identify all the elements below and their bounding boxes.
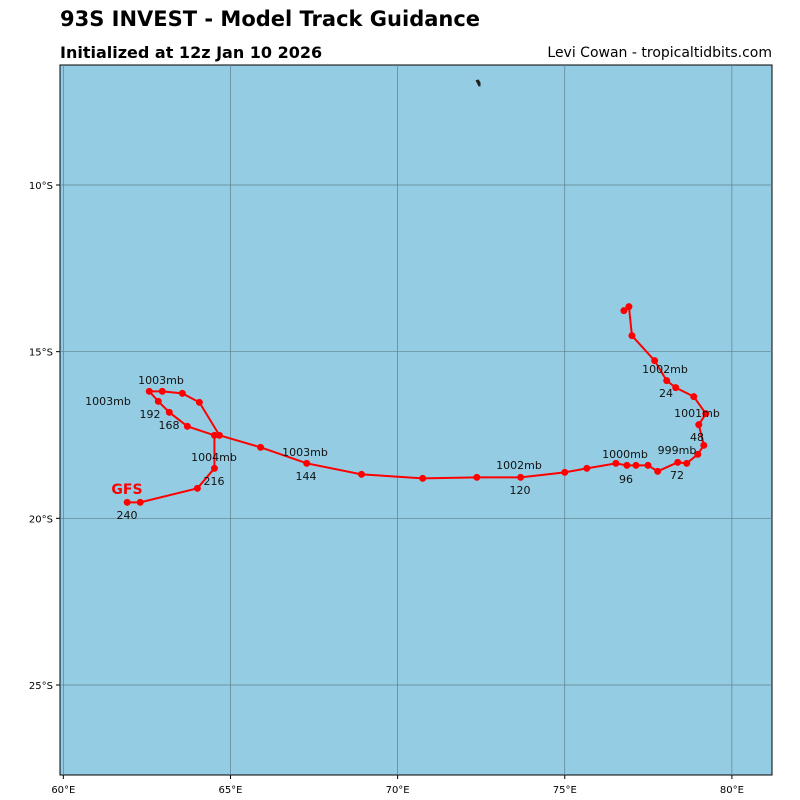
- pressure-label: 1004mb: [191, 451, 237, 464]
- hour-label: 120: [510, 484, 531, 497]
- gridlines: [60, 65, 772, 775]
- track-point: [672, 384, 680, 392]
- track-point: [623, 461, 631, 469]
- track-point: [694, 450, 702, 458]
- pressure-label: 1003mb: [138, 374, 184, 387]
- hour-label: 168: [159, 419, 180, 432]
- track-point: [303, 459, 311, 467]
- pressure-label: 1002mb: [642, 363, 688, 376]
- track-point: [683, 459, 691, 467]
- pressure-label: 1001mb: [674, 407, 720, 420]
- hour-label: 24: [659, 387, 673, 400]
- x-tick-label: 80°E: [720, 785, 744, 796]
- track-point: [620, 307, 628, 315]
- hour-label: 192: [140, 408, 161, 421]
- track-point: [644, 461, 652, 469]
- gfs-track: [123, 303, 710, 506]
- track-point: [154, 397, 162, 405]
- track-point: [651, 357, 659, 365]
- track-point: [178, 389, 186, 397]
- track-point: [700, 441, 708, 449]
- track-point: [183, 422, 191, 430]
- axis-ticks: 60°E 65°E 70°E 75°E 80°E 10°S 15°S 20°S 25°S: [29, 181, 744, 796]
- x-tick-label: 75°E: [553, 785, 577, 796]
- track-point: [625, 303, 633, 311]
- hour-label: 216: [204, 475, 225, 488]
- track-point: [663, 377, 671, 385]
- hour-label: 144: [296, 470, 317, 483]
- track-point: [210, 464, 218, 472]
- track-point: [210, 431, 218, 439]
- pressure-label: 1000mb: [602, 448, 648, 461]
- track-point: [123, 498, 131, 506]
- pressure-label: 999mb: [658, 444, 697, 457]
- track-point: [257, 443, 265, 451]
- track-labels: 1002mb 24 1001mb 48 999mb 72 1000mb 96 1…: [85, 363, 720, 522]
- track-point: [628, 332, 636, 340]
- track-point: [612, 459, 620, 467]
- y-tick-label: 20°S: [29, 514, 53, 525]
- x-tick-label: 60°E: [51, 785, 75, 796]
- track-point: [195, 398, 203, 406]
- track-point: [419, 474, 427, 482]
- y-tick-label: 15°S: [29, 348, 53, 359]
- track-point: [158, 387, 166, 395]
- x-tick-label: 70°E: [386, 785, 410, 796]
- track-point: [193, 484, 201, 492]
- init-time: Initialized at 12z Jan 10 2026: [60, 43, 323, 62]
- track-point: [145, 387, 153, 395]
- track-point: [215, 431, 223, 439]
- track-point: [358, 470, 366, 478]
- island-landmass: [475, 79, 481, 87]
- x-tick-label: 65°E: [218, 785, 242, 796]
- track-point: [632, 461, 640, 469]
- track-point: [583, 464, 591, 472]
- track-point: [695, 421, 703, 429]
- pressure-label: 1003mb: [282, 446, 328, 459]
- track-point: [473, 473, 481, 481]
- hour-label: 240: [117, 509, 138, 522]
- y-tick-label: 25°S: [29, 681, 53, 692]
- track-point: [654, 467, 662, 475]
- page-title: 93S INVEST - Model Track Guidance: [60, 7, 481, 31]
- hour-label: 96: [619, 473, 633, 486]
- hour-label: 48: [690, 431, 704, 444]
- track-point: [702, 410, 710, 418]
- pressure-label: 1003mb: [85, 395, 131, 408]
- credit: Levi Cowan - tropicaltidbits.com: [547, 45, 772, 61]
- track-point: [165, 408, 173, 416]
- y-tick-label: 10°S: [29, 181, 53, 192]
- track-point: [690, 393, 698, 401]
- track-point: [517, 473, 525, 481]
- track-point: [136, 498, 144, 506]
- model-label-gfs: GFS: [111, 482, 142, 498]
- track-point: [674, 458, 682, 466]
- pressure-label: 1002mb: [496, 459, 542, 472]
- track-point: [561, 468, 569, 476]
- hour-label: 72: [670, 469, 684, 482]
